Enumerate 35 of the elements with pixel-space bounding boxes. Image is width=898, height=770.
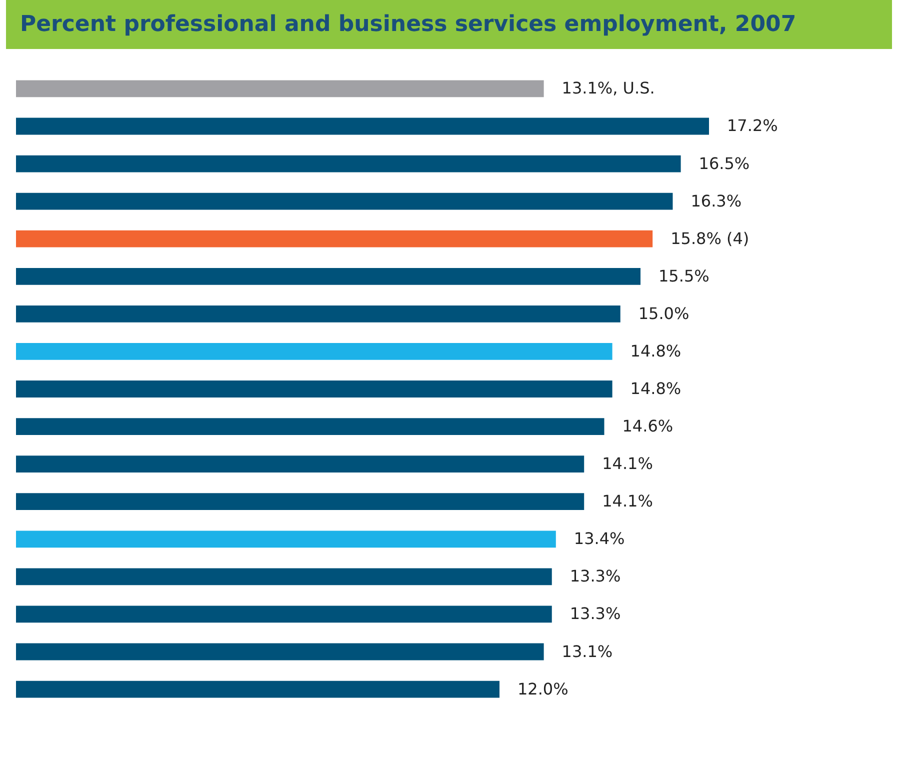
data-label: 12.0% xyxy=(517,679,568,698)
data-label: 13.3% xyxy=(570,604,621,624)
bar xyxy=(16,305,620,322)
bar xyxy=(16,118,709,135)
bar xyxy=(16,192,673,210)
data-label: 13.3% xyxy=(570,566,621,586)
bar xyxy=(16,380,612,398)
bar xyxy=(16,418,604,435)
bar xyxy=(16,230,653,248)
data-label: 14.1% xyxy=(602,454,653,474)
data-label: 14.8% xyxy=(630,341,682,360)
bar xyxy=(16,643,544,660)
data-label: 14.8% xyxy=(630,379,682,398)
bar xyxy=(16,568,552,586)
bar xyxy=(16,680,500,698)
bar xyxy=(16,530,556,548)
data-label: 13.1%, U.S. xyxy=(562,78,655,98)
bar xyxy=(16,493,584,510)
data-label: 14.1% xyxy=(602,492,653,511)
bar xyxy=(16,343,612,360)
data-label: 15.8% (4) xyxy=(670,228,750,248)
bar xyxy=(16,606,552,623)
data-label: 15.0% xyxy=(638,304,690,323)
data-label: 15.5% xyxy=(658,266,710,286)
data-label: 16.5% xyxy=(698,154,750,173)
bar xyxy=(16,155,681,172)
bar xyxy=(16,268,641,285)
bar xyxy=(16,456,584,473)
data-label: 17.2% xyxy=(727,116,778,136)
data-label: 16.3% xyxy=(690,191,742,210)
data-label: 13.1% xyxy=(562,642,613,661)
data-label: 13.4% xyxy=(574,529,625,548)
chart-title: Percent professional and business services employment, 2007 xyxy=(6,0,892,49)
bar xyxy=(16,80,544,98)
data-label: 14.6% xyxy=(622,416,674,436)
